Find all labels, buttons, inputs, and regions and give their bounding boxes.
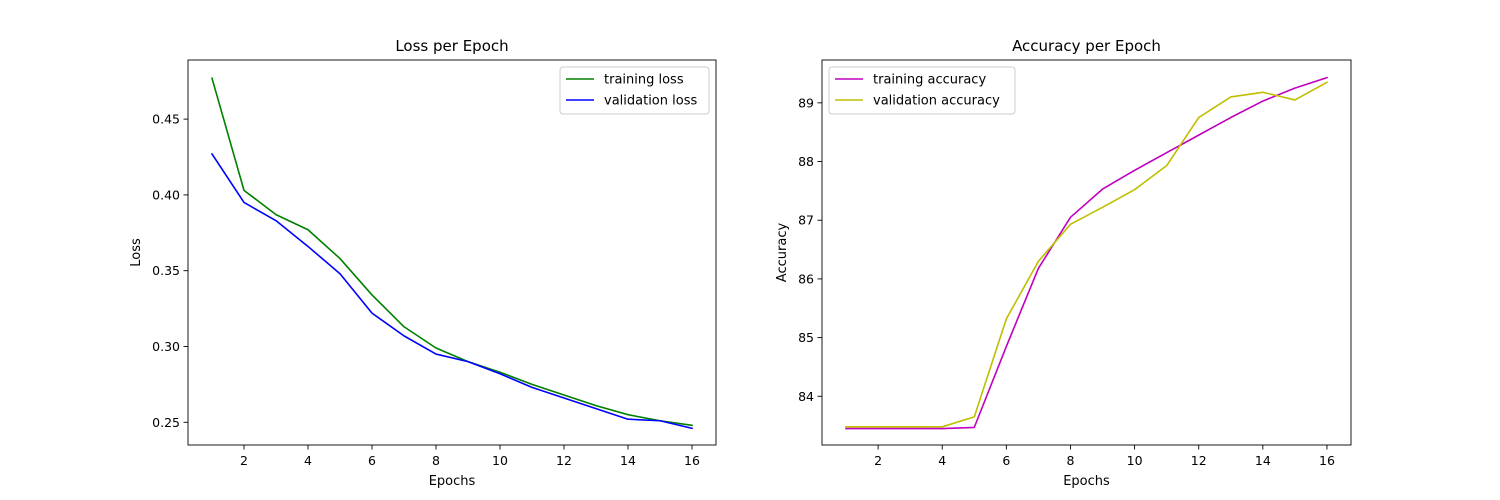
- legend-label: training loss: [604, 73, 684, 88]
- x-tick-label: 12: [1191, 453, 1207, 468]
- y-tick-label: 89: [798, 95, 814, 110]
- chart-1: 2 4 6 8 10 12 14 16 84 85 86 87 88 89 Accuracy per Epo…: [775, 37, 1352, 489]
- y-tick-label: 0.30: [152, 339, 180, 354]
- plot-frame: [187, 59, 717, 446]
- legend-label: validation accuracy: [873, 94, 1000, 109]
- legend-box: [559, 66, 710, 115]
- series-line-training-accuracy: [845, 76, 1328, 430]
- x-tick-label: 2: [240, 453, 248, 468]
- x-tick-label: 14: [1255, 453, 1271, 468]
- y-tick-label: 0.35: [152, 263, 180, 278]
- chart-title: Accuracy per Epoch: [1012, 37, 1161, 55]
- legend-label: training accuracy: [873, 73, 986, 88]
- y-tick-label: 0.40: [152, 187, 180, 202]
- series-line-validation-loss: [210, 152, 693, 430]
- x-tick-label: 8: [1066, 453, 1074, 468]
- x-tick-label: 8: [432, 453, 440, 468]
- x-tick-label: 6: [1002, 453, 1010, 468]
- series-line-validation-accuracy: [845, 81, 1329, 428]
- y-tick-label: 84: [798, 389, 814, 404]
- chart-title: Loss per Epoch: [395, 37, 508, 55]
- x-tick-label: 10: [492, 453, 508, 468]
- x-axis-label: Epochs: [1063, 474, 1110, 489]
- y-tick-label: 87: [798, 213, 814, 228]
- legend: training accuracy validation accuracy: [828, 66, 1016, 115]
- x-tick-label: 2: [874, 453, 882, 468]
- x-tick-label: 16: [1319, 453, 1335, 468]
- x-tick-label: 12: [556, 453, 572, 468]
- x-tick-label: 4: [304, 453, 312, 468]
- plot-frame: [821, 59, 1352, 446]
- x-tick-label: 10: [1127, 453, 1143, 468]
- y-tick-label: 0.25: [152, 415, 180, 430]
- legend-box: [828, 66, 1016, 115]
- x-axis-label: Epochs: [429, 474, 476, 489]
- y-tick-label: 88: [798, 154, 814, 169]
- legend-label: validation loss: [604, 94, 697, 109]
- y-tick-label: 86: [798, 271, 814, 286]
- x-tick-label: 4: [938, 453, 946, 468]
- x-tick-label: 6: [368, 453, 376, 468]
- y-tick-label: 85: [798, 330, 814, 345]
- legend: training loss validation loss: [559, 66, 710, 115]
- chart-0: 2 4 6 8 10 12 14 16 0.25 0.30 0.35 0.40 0.45 Loss per…: [129, 37, 717, 489]
- y-axis-label: Accuracy: [775, 223, 790, 283]
- y-tick-label: 0.45: [152, 112, 180, 127]
- x-tick-label: 16: [684, 453, 700, 468]
- y-axis-label: Loss: [129, 238, 144, 267]
- x-tick-label: 14: [620, 453, 636, 468]
- series-line-training-loss: [211, 77, 693, 427]
